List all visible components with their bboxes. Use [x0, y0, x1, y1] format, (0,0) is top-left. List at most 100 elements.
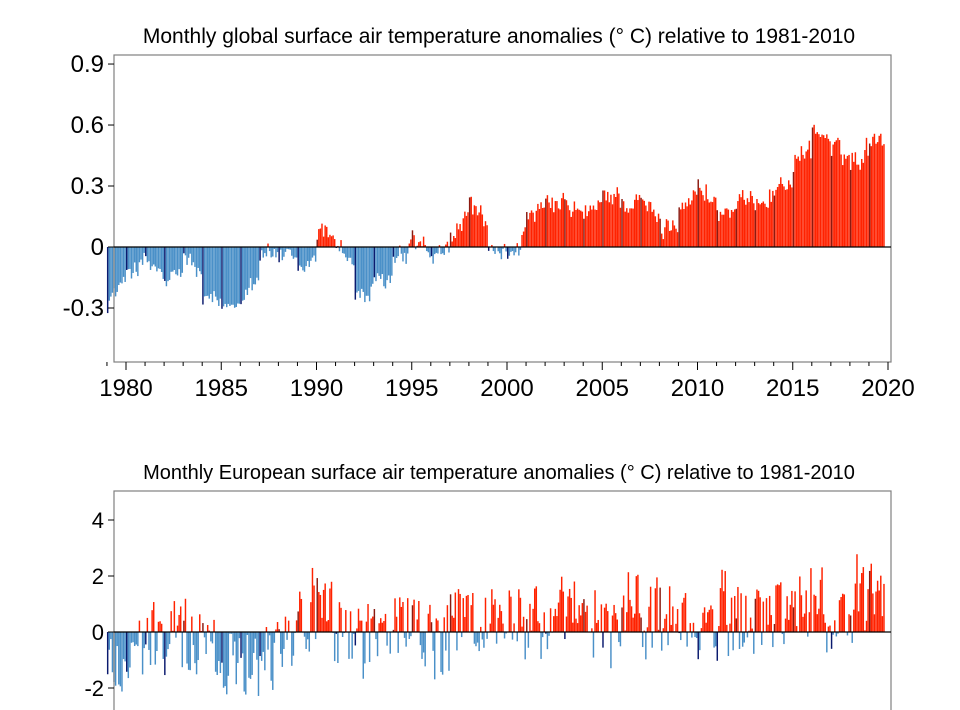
europe-anomaly-bar [818, 608, 820, 632]
europe-anomaly-bar [853, 609, 855, 632]
europe-anomaly-bar [429, 604, 431, 632]
europe-anomaly-bar [491, 589, 493, 632]
europe-anomaly-bar [427, 613, 430, 632]
global-anomaly-bar [184, 247, 187, 256]
europe-anomaly-bar [672, 606, 674, 632]
global-anomaly-bar [676, 232, 679, 247]
global-anomaly-bar [835, 140, 838, 247]
global-anomaly-bar [557, 208, 560, 247]
global-anomaly-bar [745, 204, 747, 247]
europe-anomaly-bar [356, 628, 358, 632]
global-anomaly-bar [430, 247, 433, 257]
europe-anomaly-bar [365, 621, 368, 632]
global-anomaly-bar [295, 247, 298, 258]
global-anomaly-bar [872, 136, 874, 247]
global-anomaly-bar [230, 247, 233, 305]
global-anomaly-bar [129, 247, 131, 269]
global-anomaly-bar [757, 203, 760, 247]
europe-anomaly-bar [402, 601, 404, 632]
global-anomaly-bar [151, 247, 153, 267]
global-anomaly-bar [154, 247, 157, 267]
global-chart: Monthly global surface air temperature a… [63, 25, 915, 402]
europe-anomaly-bar [403, 632, 406, 638]
global-anomaly-bar [584, 205, 587, 247]
global-anomaly-bar [195, 247, 198, 277]
europe-anomaly-bar [840, 597, 842, 632]
europe-anomaly-bar [287, 620, 290, 632]
europe-anomaly-bar [711, 609, 714, 632]
europe-anomaly-bar [411, 605, 414, 632]
global-anomaly-bar [626, 208, 628, 247]
europe-anomaly-bar [667, 632, 669, 646]
global-anomaly-bar [729, 217, 731, 247]
europe-anomaly-bar [448, 632, 450, 671]
europe-anomaly-bar [553, 616, 555, 632]
europe-anomaly-bar [794, 591, 796, 632]
europe-anomaly-bar [148, 632, 150, 650]
europe-anomaly-bar [814, 595, 817, 632]
europe-anomaly-bar [333, 632, 336, 662]
europe-anomaly-bar [737, 586, 739, 632]
global-anomaly-bar [687, 198, 690, 247]
global-anomaly-bar [211, 247, 214, 303]
europe-anomaly-bar [734, 596, 736, 632]
global-anomaly-bar [441, 247, 444, 254]
europe-anomaly-bar [384, 613, 387, 632]
europe-anomaly-bar [383, 621, 385, 632]
global-anomaly-bar [734, 209, 736, 247]
global-anomaly-bar [683, 208, 685, 247]
europe-anomaly-bar [275, 629, 277, 632]
global-anomaly-bar [861, 158, 863, 247]
global-anomaly-bar [587, 211, 590, 247]
global-anomaly-bar [592, 205, 595, 247]
europe-anomaly-bar [118, 632, 120, 685]
europe-anomaly-bar [657, 629, 660, 632]
global-anomaly-bar [553, 212, 555, 247]
europe-anomaly-bar [483, 632, 485, 648]
global-anomaly-bar [811, 127, 814, 247]
global-anomaly-bar [551, 197, 553, 247]
global-anomaly-bar [370, 247, 372, 287]
global-anomaly-bar [187, 247, 190, 258]
global-anomaly-bar [732, 211, 734, 247]
global-anomaly-bar [478, 212, 480, 247]
global-anomaly-bar [532, 212, 534, 247]
europe-anomaly-bar [865, 620, 868, 632]
global-anomaly-bar [700, 190, 703, 247]
europe-anomaly-bar [775, 585, 777, 632]
europe-anomaly-bar [484, 597, 487, 632]
global-anomaly-bar [627, 212, 630, 247]
global-anomaly-bar [838, 140, 841, 247]
global-anomaly-bar [876, 142, 879, 247]
europe-anomaly-bar [668, 586, 671, 632]
europe-anomaly-bar [300, 598, 303, 632]
europe-anomaly-bar [665, 614, 668, 632]
europe-anomaly-bar [213, 619, 215, 632]
europe-anomaly-bar [778, 585, 780, 632]
europe-anomaly-bar [645, 632, 647, 660]
global-anomaly-bar [480, 205, 482, 247]
global-anomaly-bar [351, 247, 353, 265]
europe-anomaly-bar [821, 567, 823, 632]
global-anomaly-bar [846, 155, 849, 247]
europe-anomaly-bar [122, 632, 125, 660]
europe-anomaly-bar [537, 621, 539, 632]
global-anomaly-bar [822, 135, 825, 248]
global-anomaly-bar [686, 206, 688, 247]
global-anomaly-bar [191, 247, 193, 266]
global-anomaly-bar [668, 230, 671, 247]
europe-anomaly-bar [167, 632, 169, 650]
global-anomaly-bar [783, 186, 785, 247]
global-anomaly-bar [453, 236, 455, 247]
global-anomaly-bar [133, 247, 136, 263]
europe-anomaly-bar [614, 613, 617, 632]
europe-anomaly-bar [494, 599, 496, 632]
europe-anomaly-bar [210, 632, 212, 642]
global-anomaly-bar [792, 171, 795, 247]
global-anomaly-bar [564, 199, 566, 247]
global-anomaly-bar [622, 201, 625, 247]
global-anomaly-bar [172, 247, 174, 272]
europe-anomaly-bar [338, 602, 341, 632]
x-tick-label: 2015 [766, 375, 819, 402]
